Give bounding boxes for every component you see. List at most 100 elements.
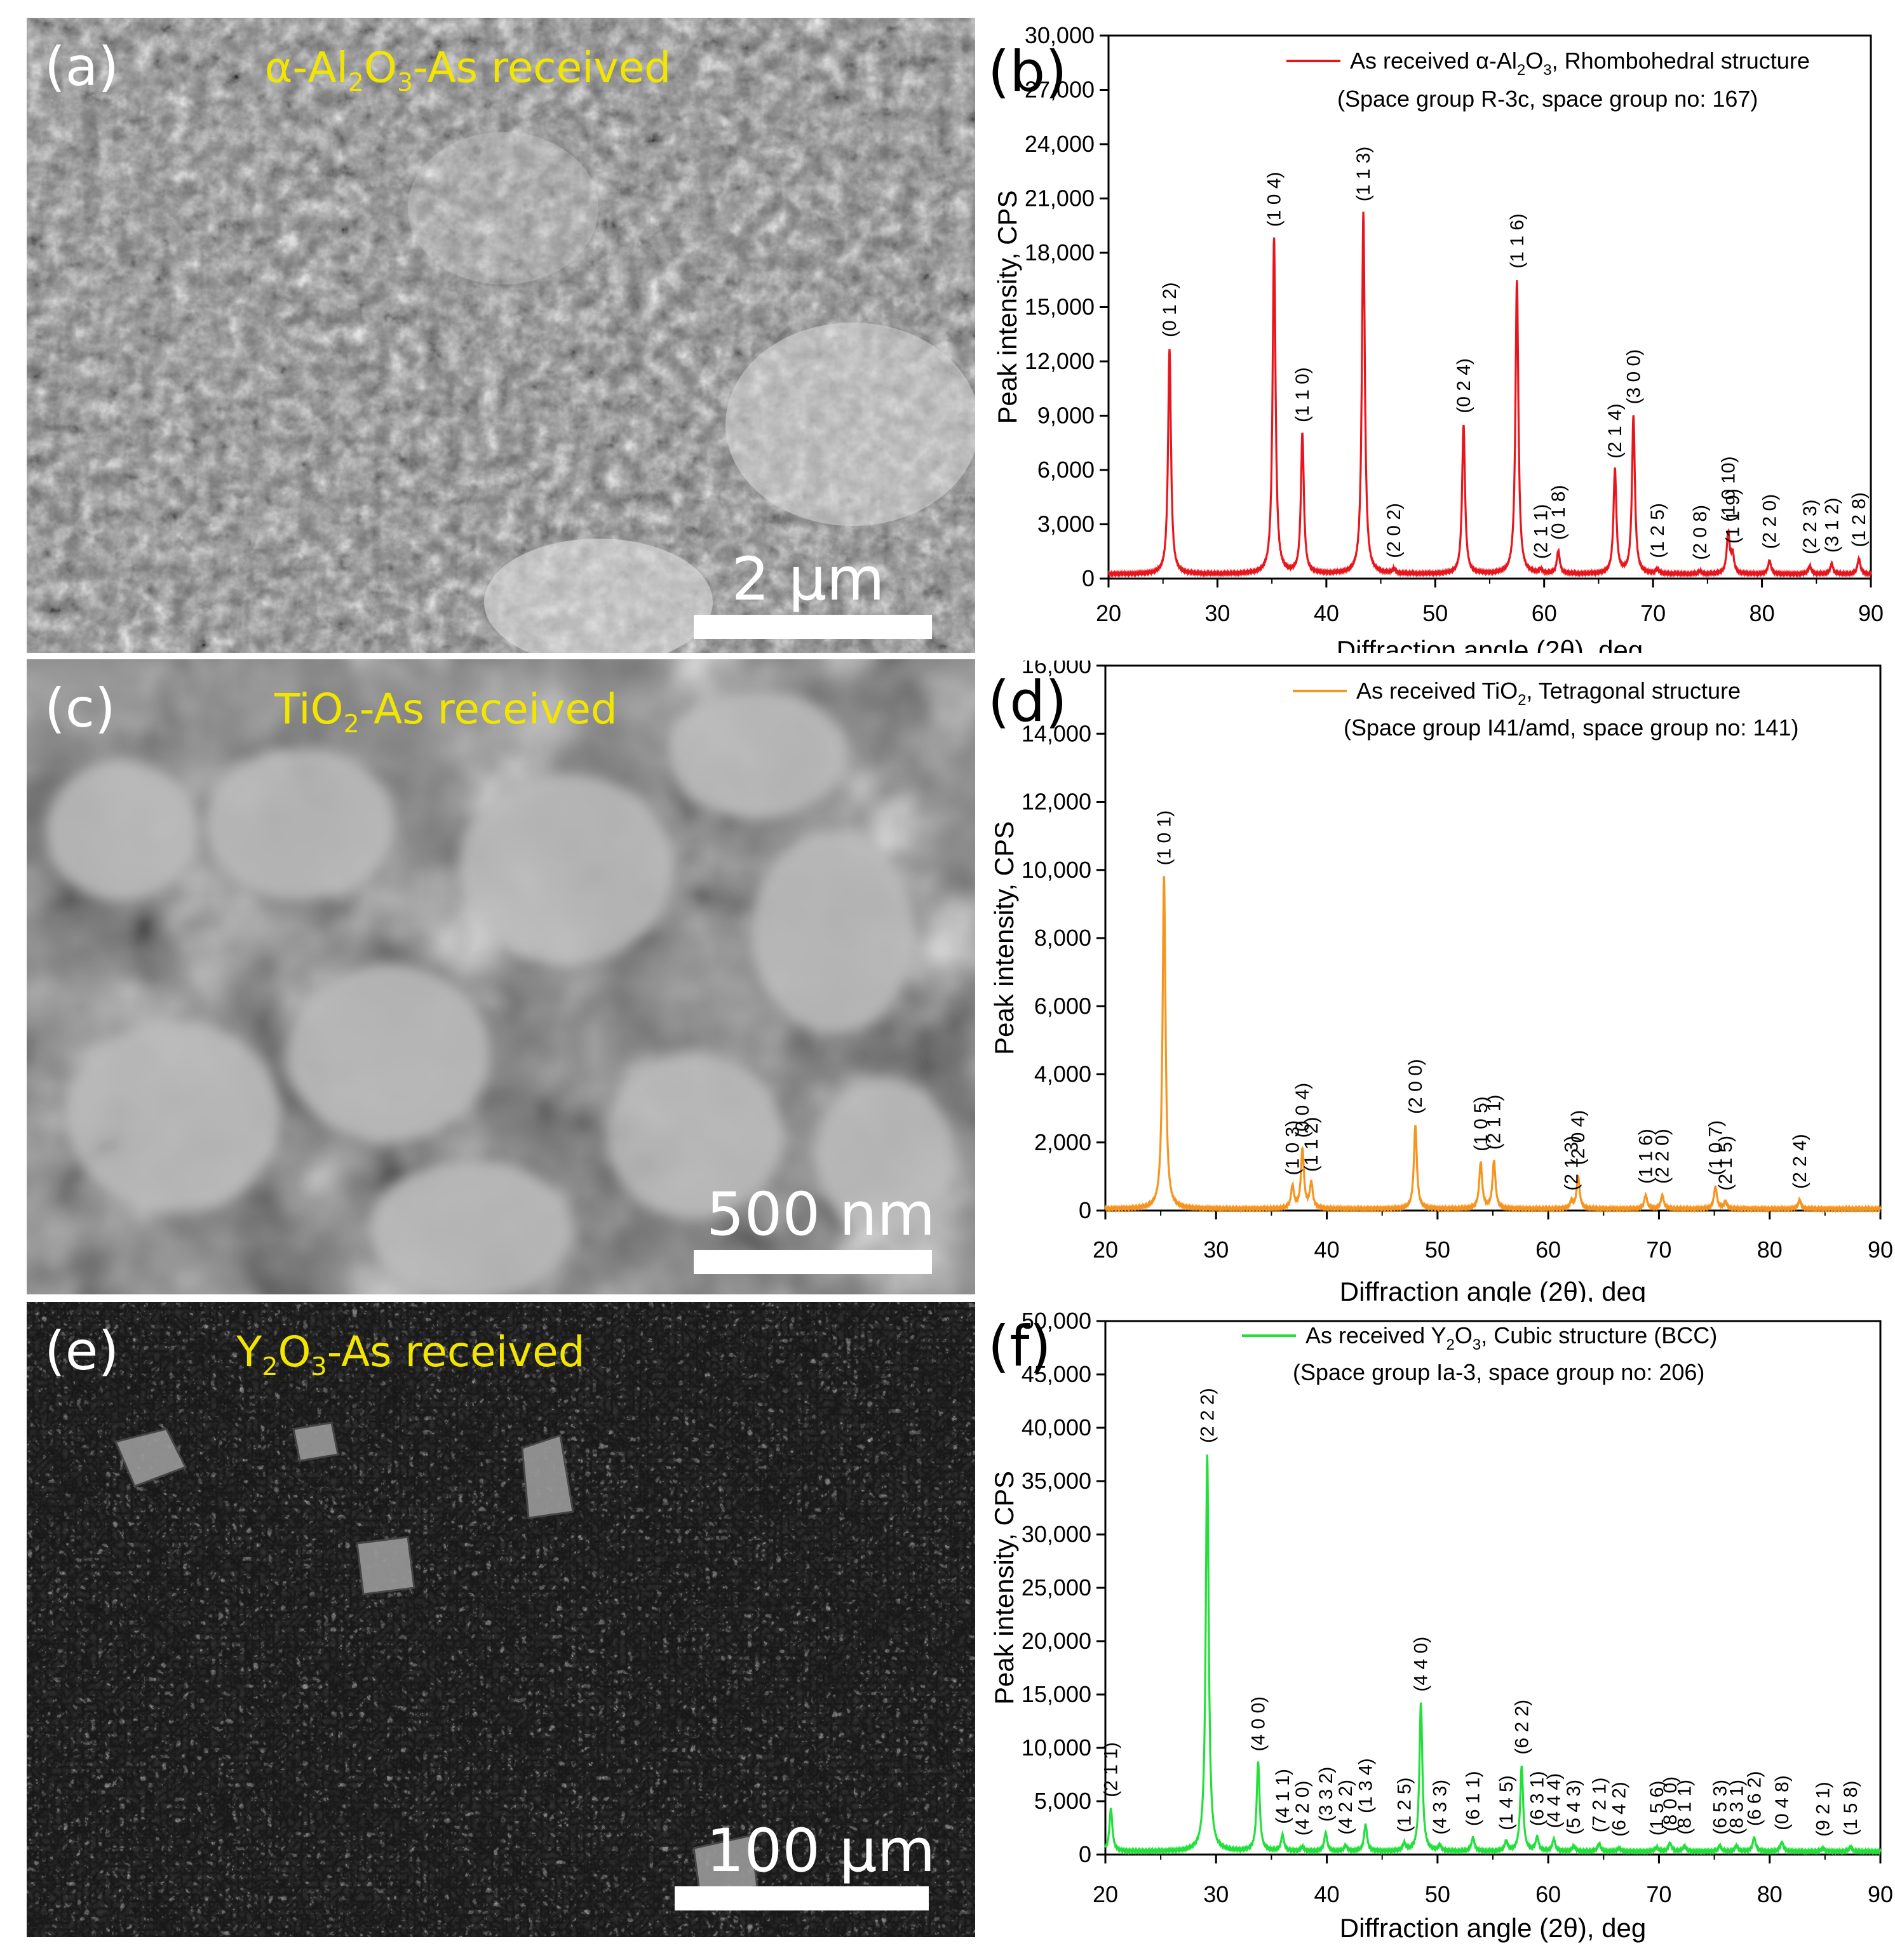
peak-label: (8 0 0) xyxy=(1660,1776,1681,1832)
y-tick-label: 16,000 xyxy=(1022,661,1091,678)
x-tick-label: 60 xyxy=(1535,1881,1561,1907)
x-tick-label: 40 xyxy=(1314,1237,1340,1263)
x-tick-label: 60 xyxy=(1535,1237,1561,1263)
y-tick-label: 15,000 xyxy=(1025,294,1095,320)
peak-label: (1 5 8) xyxy=(1840,1781,1861,1836)
y-tick-label: 45,000 xyxy=(1022,1361,1091,1387)
y-tick-label: 50,000 xyxy=(1022,1312,1091,1334)
scale-bar-label: 500 nm xyxy=(706,1180,936,1249)
scale-bar xyxy=(675,1886,929,1910)
peak-label: (8 1 1) xyxy=(1675,1780,1696,1835)
peak-label: (6 4 2) xyxy=(1609,1782,1630,1837)
x-tick-label: 30 xyxy=(1203,1881,1229,1907)
x-tick-label: 70 xyxy=(1646,1881,1671,1907)
y-tick-label: 18,000 xyxy=(1025,239,1095,265)
x-tick-label: 70 xyxy=(1646,1237,1671,1263)
peak-label: (2 1 4) xyxy=(1605,403,1626,459)
xrd-plot: 20 30 40 50 60 70 80 90 0 5,000 10,000 15,000 20,000… xyxy=(988,1312,1893,1943)
title-text: -As received xyxy=(327,1327,585,1376)
y-tick-label: 12,000 xyxy=(1022,789,1091,815)
legend-subtitle: (Space group I41/amd, space group no: 14… xyxy=(1344,715,1798,741)
sem-micrograph xyxy=(27,1302,975,1937)
xrd-spectrum-line xyxy=(1104,876,1882,1214)
peak-label: (0 1 8) xyxy=(1548,485,1569,540)
y-tick-label: 15,000 xyxy=(1022,1681,1091,1707)
peak-label: (2 2 4) xyxy=(1790,1134,1811,1189)
peak-label: (7 2 1) xyxy=(1589,1777,1610,1832)
peak-label: (1 0 1) xyxy=(1154,810,1175,866)
peak-label: (2 0 4) xyxy=(1568,1110,1589,1165)
peak-label: (1 1 6) xyxy=(1636,1129,1657,1184)
y-tick-label: 40,000 xyxy=(1022,1414,1091,1440)
panel-letter: (e) xyxy=(44,1320,119,1382)
title-text: O xyxy=(278,1327,311,1376)
y-tick-label: 24,000 xyxy=(1025,131,1095,157)
peak-label: (4 4 4) xyxy=(1544,1773,1565,1829)
title-text: -As received xyxy=(413,43,671,92)
x-tick-label: 90 xyxy=(1868,1237,1893,1263)
peak-label: (4 0 0) xyxy=(1248,1696,1269,1752)
peak-label: (2 1 1) xyxy=(1101,1742,1122,1797)
x-tick-label: 40 xyxy=(1314,1881,1340,1907)
peak-label: (0 0 4) xyxy=(1292,1083,1313,1138)
title-subscript: 3 xyxy=(311,1352,327,1382)
legend-entry: As received α-Al2O3, Rhombohedral struct… xyxy=(1350,48,1810,79)
sem-image-titania: (c) TiO2-As received 500 nm xyxy=(27,659,975,1294)
x-tick-label: 20 xyxy=(1093,1237,1118,1263)
peak-label: (6 5 3) xyxy=(1710,1780,1730,1835)
peak-label: (2 1 5) xyxy=(1715,1136,1736,1191)
peak-label: (2 0 8) xyxy=(1690,505,1711,560)
panel-letter: (d) xyxy=(988,669,1067,734)
peak-label: (8 3 1) xyxy=(1726,1780,1747,1835)
peak-label: (3 0 0) xyxy=(1623,349,1644,405)
title-text: O xyxy=(364,43,397,92)
title-subscript: 2 xyxy=(347,68,364,98)
y-axis-label: Peak intensity, CPS xyxy=(989,821,1019,1055)
xrd-spectrum-line xyxy=(1104,1454,1882,1856)
y-tick-label: 6,000 xyxy=(1034,993,1091,1019)
peak-label: (1 1 3) xyxy=(1353,147,1374,202)
peak-label: (3 1 2) xyxy=(1821,497,1842,553)
peak-label: (1 1 2) xyxy=(1301,1117,1322,1172)
x-axis-label: Diffraction angle (2θ), deg xyxy=(1340,1913,1647,1943)
xrd-chart-alumina: 20 30 40 50 60 70 80 90 0 3,000 6,000 9,000 12,000 15… xyxy=(975,18,1895,653)
peak-label: (5 4 3) xyxy=(1563,1780,1584,1835)
peak-label: (1 1 6) xyxy=(1507,213,1528,269)
x-tick-label: 20 xyxy=(1096,600,1121,626)
peak-label: (1 5 6) xyxy=(1647,1781,1668,1836)
y-tick-label: 35,000 xyxy=(1022,1468,1091,1494)
peak-label: (1 2 8) xyxy=(1849,492,1870,547)
y-tick-label: 21,000 xyxy=(1025,185,1095,211)
peak-label: (2 0 2) xyxy=(1384,503,1405,558)
legend-entry: As received Y2O3, Cubic structure (BCC) xyxy=(1305,1322,1717,1353)
panel-title: α-Al2O3-As received xyxy=(265,43,671,97)
peak-label: (1 2 5) xyxy=(1647,503,1668,558)
sem-micrograph xyxy=(27,18,975,653)
xrd-chart-titania: 20 30 40 50 60 70 80 90 0 2,000 4,000 6,000 8,000 10,… xyxy=(975,661,1895,1302)
y-tick-label: 10,000 xyxy=(1022,1735,1091,1761)
x-tick-label: 50 xyxy=(1425,1881,1450,1907)
title-text: α-Al xyxy=(265,43,348,92)
peak-label: (2 1 3) xyxy=(1561,1136,1582,1191)
y-axis-label: Peak intensity, CPS xyxy=(992,190,1022,424)
peak-label: (2 2 0) xyxy=(1652,1129,1673,1184)
x-tick-label: 90 xyxy=(1868,1881,1893,1907)
panel-title: TiO2-As received xyxy=(274,685,617,739)
legend-subtitle: (Space group Ia-3, space group no: 206) xyxy=(1293,1359,1704,1385)
y-tick-label: 25,000 xyxy=(1022,1574,1091,1601)
panel-letter: (f) xyxy=(988,1313,1051,1379)
y-tick-label: 10,000 xyxy=(1022,857,1091,883)
x-tick-label: 30 xyxy=(1203,1237,1229,1263)
y-tick-label: 30,000 xyxy=(1025,22,1095,48)
y-tick-label: 14,000 xyxy=(1022,720,1091,746)
panel-letter: (b) xyxy=(988,39,1067,104)
peak-label: (1 3 4) xyxy=(1356,1758,1377,1813)
peak-label: (6 6 2) xyxy=(1744,1771,1765,1826)
y-tick-label: 27,000 xyxy=(1025,77,1095,103)
title-subscript: 2 xyxy=(343,709,360,739)
panel-title: Y2O3-As received xyxy=(236,1327,585,1381)
x-axis-label: Diffraction angle (2θ), deg xyxy=(1337,635,1643,653)
peak-label: (1 0 10) xyxy=(1718,456,1739,521)
y-tick-label: 4,000 xyxy=(1034,1061,1091,1087)
xrd-plot: 20 30 40 50 60 70 80 90 0 3,000 6,000 9,000 12,000 15… xyxy=(988,22,1884,653)
